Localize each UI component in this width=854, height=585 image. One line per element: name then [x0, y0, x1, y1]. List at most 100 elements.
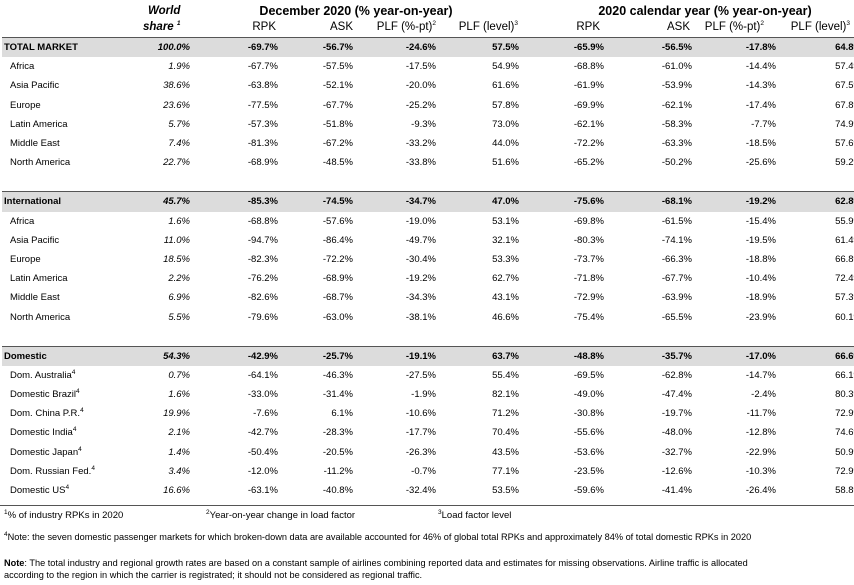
- year-plf-pt-cell: -19.5%: [745, 234, 776, 246]
- year-plf-level-cell: 80.3%: [835, 389, 854, 401]
- year-rpk-cell: -80.3%: [573, 234, 604, 246]
- year-plf-pt-cell: -14.4%: [745, 61, 776, 73]
- year-rpk-cell: -72.2%: [573, 138, 604, 150]
- general-note: Note: The total industry and regional gr…: [4, 558, 748, 580]
- year-ask-cell: -12.6%: [661, 465, 692, 477]
- year-plf-pt-cell: -14.7%: [745, 369, 776, 381]
- year-rpk-cell: -65.9%: [519, 37, 604, 58]
- world-share-cell: 22.7%: [163, 157, 190, 169]
- year-ask-cell: -62.8%: [661, 369, 692, 381]
- world-share-header-line1: World: [148, 5, 181, 17]
- year-plf-level-cell: 72.9%: [835, 408, 854, 420]
- dec-plf-level-cell: 43.5%: [492, 446, 519, 458]
- year-plf-level-cell: 72.9%: [835, 465, 854, 477]
- year-plf-level-cell: 66.6%: [776, 345, 854, 366]
- year-plf-level-cell: 57.6%: [835, 138, 854, 150]
- row-label: Latin America: [10, 273, 68, 285]
- dec-plf-pt-header: PLF (%-pt)2: [376, 20, 436, 33]
- year-plf-pt-cell: -11.7%: [746, 408, 776, 420]
- world-share-cell: 1.9%: [168, 61, 190, 73]
- year-plf-level-cell: 74.6%: [835, 427, 854, 439]
- year-rpk-cell: -71.8%: [573, 273, 604, 285]
- dec-ask-cell: -48.5%: [322, 157, 353, 169]
- dec-plf-pt-cell: -34.7%: [353, 191, 436, 212]
- dec-plf-pt-cell: -27.5%: [405, 369, 436, 381]
- year-plf-level-cell: 67.5%: [835, 80, 854, 92]
- world-share-cell: 100.0%: [132, 37, 190, 58]
- dec-rpk-cell: -81.3%: [247, 138, 278, 150]
- row-label: Domestic Japan4: [10, 445, 82, 458]
- year-plf-pt-header: PLF (%-pt)2: [704, 20, 764, 33]
- table-row: Europe 23.6% -77.5% -67.7% -25.2% 57.8% -69.9%…: [2, 96, 854, 115]
- dec-plf-level-header: PLF (level)3: [458, 20, 518, 33]
- spacer-cell: [2, 172, 854, 192]
- row-label: Domestic: [2, 345, 132, 366]
- world-share-cell: 11.0%: [163, 234, 190, 246]
- year-plf-pt-cell: -15.4%: [745, 215, 776, 227]
- table-row: TOTAL MARKET 100.0% -69.7% -56.7% -24.6% 57.5…: [2, 37, 854, 58]
- table-row: Asia Pacific 11.0% -94.7% -86.4% -49.7% 32.1%…: [2, 231, 854, 250]
- table-row: Latin America 2.2% -76.2% -68.9% -19.2% 62.7%…: [2, 269, 854, 288]
- dec-rpk-cell: -68.8%: [247, 215, 278, 227]
- table-body: TOTAL MARKET 100.0% -69.7% -56.7% -24.6% 57.5…: [2, 37, 854, 501]
- world-share-cell: 16.6%: [163, 485, 190, 497]
- dec-plf-level-cell: 82.1%: [492, 389, 519, 401]
- year-plf-pt-cell: -17.4%: [745, 99, 776, 111]
- year-plf-pt-cell: -7.7%: [751, 118, 776, 130]
- year-plf-pt-cell: -22.9%: [745, 446, 776, 458]
- year-ask-cell: -67.7%: [661, 273, 692, 285]
- dec-plf-pt-cell: -20.0%: [405, 80, 436, 92]
- dec-rpk-cell: -69.7%: [190, 37, 278, 58]
- row-label: North America: [10, 157, 71, 169]
- year-plf-level-cell: 58.8%: [835, 485, 854, 497]
- dec-plf-level-cell: 53.5%: [492, 485, 519, 497]
- year-rpk-cell: -65.2%: [573, 157, 604, 169]
- footnote-divider: [0, 505, 854, 506]
- year-ask-cell: -32.7%: [661, 446, 692, 458]
- row-label: Europe: [10, 253, 41, 265]
- dec-plf-level-cell: 61.6%: [492, 80, 519, 92]
- year-plf-pt-cell: -17.8%: [692, 37, 776, 58]
- world-share-cell: 18.5%: [163, 253, 190, 265]
- year-rpk-cell: -75.4%: [573, 311, 604, 323]
- table-row: Domestic 54.3% -42.9% -25.7% -19.1% 63.7% -48.…: [2, 345, 854, 366]
- dec-plf-pt-cell: -33.2%: [405, 138, 436, 150]
- year-rpk-cell: -73.7%: [573, 253, 604, 265]
- year-ask-cell: -63.9%: [661, 292, 692, 304]
- row-label: Africa: [10, 215, 35, 227]
- dec-ask-cell: -86.4%: [322, 234, 353, 246]
- dec-plf-pt-cell: -32.4%: [405, 485, 436, 497]
- dec-ask-cell: -56.7%: [278, 37, 353, 58]
- world-share-cell: 54.3%: [132, 345, 190, 366]
- row-label: North America: [10, 311, 71, 323]
- year-ask-cell: -74.1%: [661, 234, 692, 246]
- world-share-cell: 0.7%: [168, 369, 190, 381]
- dec-rpk-cell: -82.6%: [247, 292, 278, 304]
- dec-plf-pt-cell: -10.6%: [405, 408, 436, 420]
- dec-rpk-header: RPK: [252, 21, 276, 33]
- dec-plf-level-cell: 63.7%: [436, 345, 519, 366]
- year-ask-header: ASK: [666, 21, 690, 33]
- year-ask-cell: -58.3%: [661, 118, 692, 130]
- year-plf-level-cell: 61.4%: [835, 234, 854, 246]
- dec-rpk-cell: -94.7%: [247, 234, 278, 246]
- dec-plf-pt-cell: -0.7%: [411, 465, 436, 477]
- year-plf-pt-cell: -23.9%: [745, 311, 776, 323]
- year-rpk-cell: -61.9%: [573, 80, 604, 92]
- december-group-title: December 2020 (% year-on-year): [259, 4, 453, 18]
- year-ask-cell: -50.2%: [661, 157, 692, 169]
- dec-plf-pt-cell: -17.7%: [405, 427, 436, 439]
- dec-ask-cell: -25.7%: [278, 345, 353, 366]
- year-plf-pt-cell: -10.3%: [745, 465, 776, 477]
- spacer-row: [2, 327, 854, 347]
- table-row: Africa 1.6% -68.8% -57.6% -19.0% 53.1% -69.8% -…: [2, 212, 854, 231]
- table-row: Middle East 7.4% -81.3% -67.2% -33.2% 44.0% -7…: [2, 134, 854, 153]
- year-rpk-cell: -48.8%: [519, 345, 604, 366]
- year-plf-pt-cell: -18.9%: [745, 292, 776, 304]
- year-plf-pt-cell: -25.6%: [745, 157, 776, 169]
- spacer-cell: [2, 327, 854, 347]
- spacer-row: [2, 172, 854, 192]
- footnote-1: 1% of industry RPKs in 2020: [4, 508, 124, 521]
- calendar-year-group-title: 2020 calendar year (% year-on-year): [598, 4, 812, 18]
- dec-rpk-cell: -63.8%: [247, 80, 278, 92]
